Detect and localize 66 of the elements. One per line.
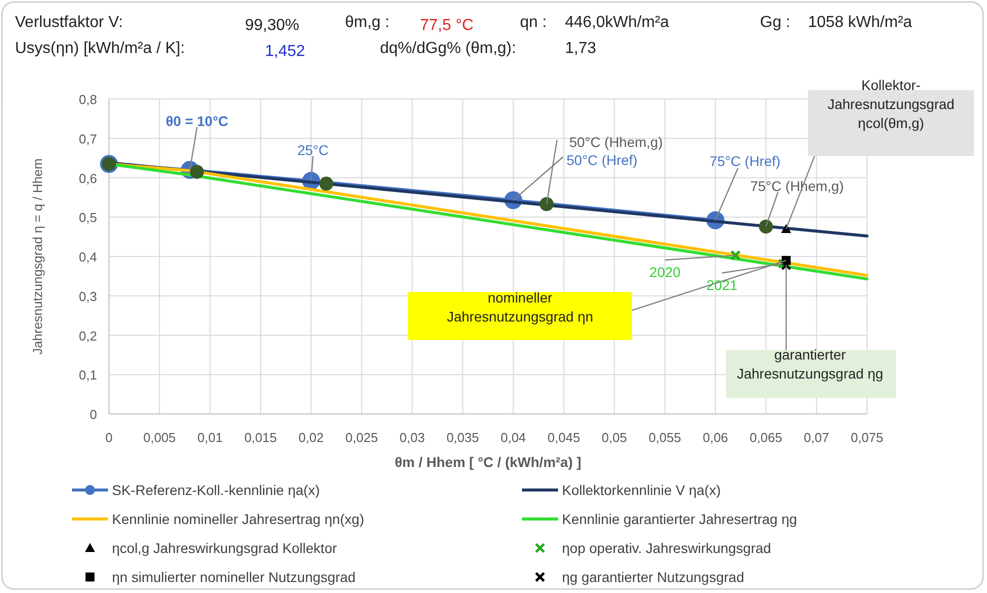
text: Verlustfaktor V: — [15, 14, 123, 31]
x-tick-label: 0,04 — [500, 430, 526, 445]
x-axis-title: θm / Hhem [ °C / (kWh/m²a) ] — [394, 454, 582, 470]
x-tick-label: 0,075 — [850, 430, 884, 445]
point — [319, 176, 334, 191]
x-tick-label: 0 — [105, 430, 113, 445]
annotation: garantierter Jahresnutzungsgrad ηg — [736, 346, 884, 382]
x-tick-label: 0,05 — [602, 430, 627, 445]
text: 77,5 °C — [420, 17, 474, 34]
legend-label: Kennlinie garantierter Jahresertrag ηg — [562, 511, 798, 527]
legend-label: ηn simulierter nomineller Nutzungsgrad — [112, 569, 356, 585]
legend-label: SK-Referenz-Koll.-kennlinie ηa(x) — [112, 482, 320, 498]
y-tick-label: 0,6 — [78, 170, 97, 186]
callout: 50°C (Href) — [512, 152, 638, 201]
annotation: 2021 — [706, 277, 738, 293]
annotation: 50°C (Hhem,g) — [569, 134, 663, 150]
legend-label: ηg garantierter Nutzungsgrad — [562, 569, 744, 585]
text: Gg : — [760, 14, 790, 31]
text: 1,452 — [265, 43, 306, 60]
legend-label: ηop operativ. Jahreswirkungsgrad — [562, 540, 772, 556]
x-tick-label: 0,07 — [804, 430, 830, 445]
text: θm,g : — [345, 14, 390, 31]
annotation: 25°C — [297, 142, 329, 158]
annotation: 2020 — [649, 264, 681, 280]
point — [781, 224, 792, 233]
x-tick-label: 0,02 — [298, 430, 324, 445]
annotation: Kollektor- Jahresnutzungsgrad ηcol(θm,g) — [828, 77, 954, 131]
x-tick-label: 0,025 — [345, 430, 378, 445]
text: 1058 kWh/m²a — [808, 14, 912, 31]
point — [730, 250, 741, 261]
text: qn : — [520, 14, 547, 31]
x-tick-label: 0,005 — [143, 430, 176, 445]
y-tick-label: 0,2 — [78, 328, 97, 344]
callout: 25°C — [297, 142, 329, 181]
text: 99,30% — [245, 17, 300, 34]
point — [540, 197, 554, 212]
y-tick-label: 0,5 — [78, 210, 97, 226]
legend-label: Kollektorkennlinie V ηa(x) — [562, 482, 721, 498]
x-tick-label: 0,065 — [750, 430, 782, 445]
y-tick-label: 0,1 — [78, 368, 97, 383]
annotation: nomineller Jahresnutzungsgrad ηn — [446, 290, 594, 324]
x-tick-label: 0,06 — [702, 430, 728, 445]
callout: θ0 = 10°C — [166, 113, 228, 170]
annotation: 75°C (Href) — [710, 153, 780, 169]
y-tick-label: 0,7 — [78, 131, 97, 146]
x-tick-label: 0,015 — [244, 430, 277, 445]
y-tick-label: 0 — [90, 407, 97, 422]
annotation: θ0 = 10°C — [166, 113, 228, 129]
legend-label: Kennlinie nomineller Jahresertrag ηn(xg) — [112, 511, 364, 527]
y-axis-title: Jahresnutzungsgrad η = q / Hhem — [30, 158, 45, 355]
text: Usys(ηn) [kWh/m²a / K]: — [15, 40, 185, 57]
text: 446,0kWh/m²a — [565, 14, 670, 31]
y-tick-label: 0,8 — [78, 92, 97, 107]
point — [190, 164, 204, 179]
legend-label: ηcol,g Jahreswirkungsgrad Kollektor — [112, 540, 338, 556]
x-tick-label: 0,055 — [648, 430, 682, 445]
point — [758, 220, 773, 234]
y-tick-label: 0,3 — [78, 288, 97, 304]
annotation: 50°C (Href) — [566, 152, 638, 168]
y-tick-label: 0,4 — [78, 250, 97, 264]
x-tick-label: 0,01 — [197, 430, 223, 445]
x-tick-label: 0,035 — [446, 430, 480, 445]
text: 1,73 — [565, 40, 596, 57]
x-tick-label: 0,03 — [400, 430, 425, 445]
x-tick-label: 0,045 — [548, 430, 580, 445]
text: dq%/dGg% (θm,g): — [380, 40, 516, 57]
